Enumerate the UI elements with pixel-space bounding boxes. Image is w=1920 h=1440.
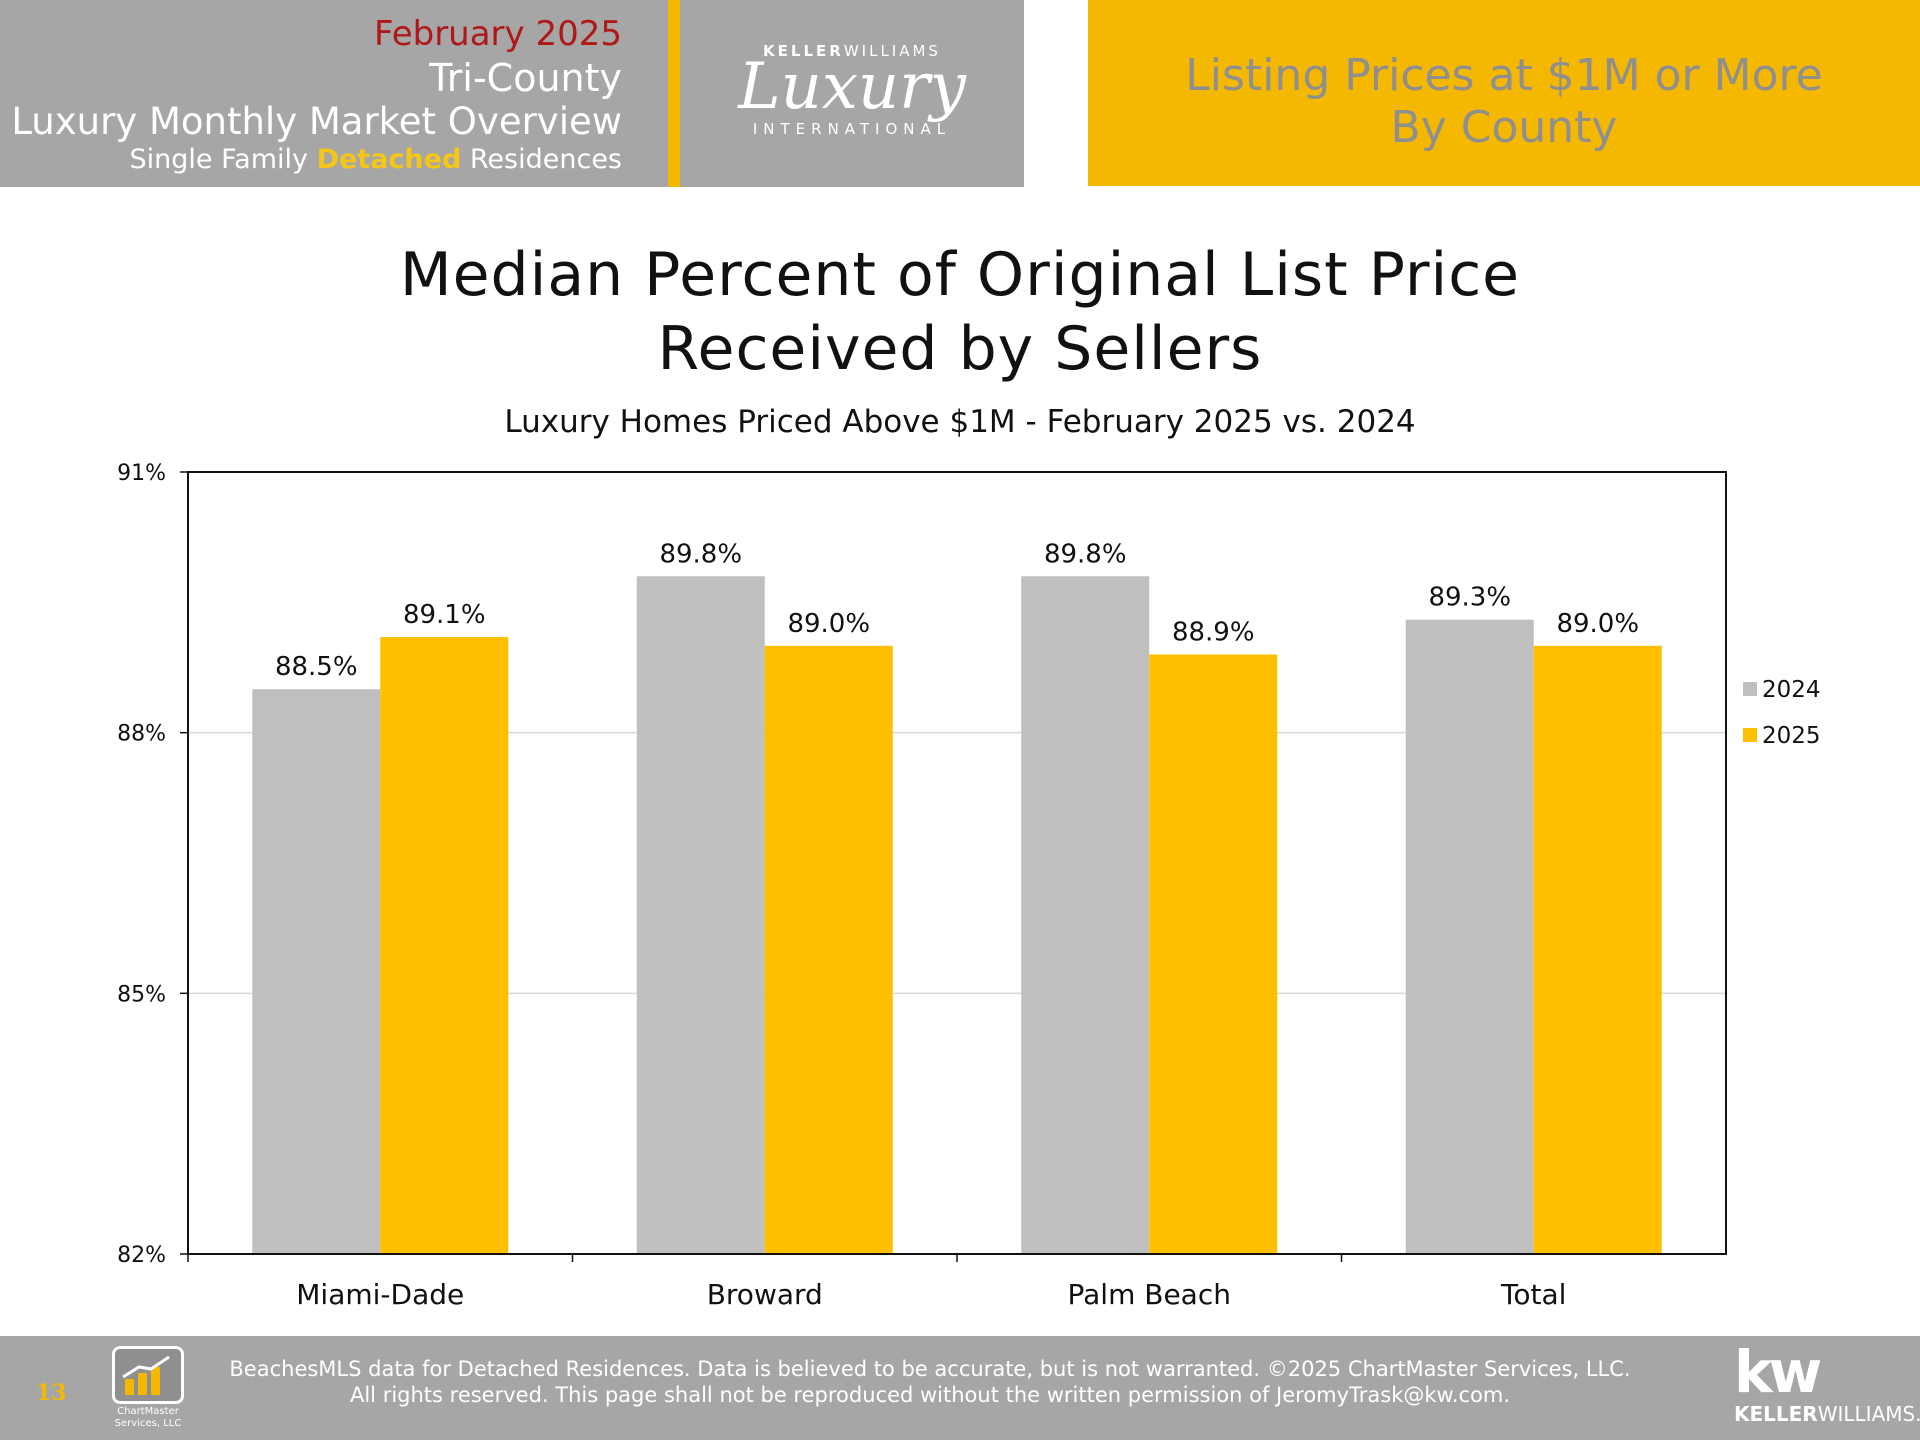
page-number: 13 [36,1380,67,1406]
report-subtitle: Single Family Detached Residences [130,144,622,175]
report-title: Luxury Monthly Market Overview [11,100,622,143]
bar-2024 [252,689,381,1254]
data-label: 89.8% [659,539,742,569]
y-tick-label: 85% [117,982,166,1007]
footer-disclaimer: BeachesMLS data for Detached Residences.… [200,1356,1660,1408]
header-accent-bar [668,0,680,187]
legend-swatch-2025 [1743,728,1757,742]
logo-williams: WILLIAMS [843,42,941,60]
chartmaster-label-line1: ChartMaster [117,1406,179,1417]
kw-logo-mark: kw [1734,1338,1822,1406]
header-logo-panel [680,0,1024,187]
footer-disclaimer-line2: All rights reserved. This page shall not… [349,1383,1511,1407]
chartmaster-bars-icon [122,1355,170,1395]
data-label: 88.9% [1172,617,1255,647]
footer-bar [0,1336,1920,1440]
data-label: 89.0% [787,609,870,639]
chartmaster-logo-icon [112,1346,184,1404]
legend-label: 2024 [1762,677,1821,703]
y-tick-label: 82% [117,1243,166,1268]
header-right-panel [1088,0,1920,186]
report-subtitle-pre: Single Family [129,144,317,175]
x-tick-label: Total [1500,1278,1566,1311]
report-subtitle-post: Residences [461,144,622,175]
section-heading-line2: By County [1390,102,1618,153]
chart-subtitle: Luxury Homes Priced Above $1M - February… [504,404,1416,440]
y-tick-label: 88% [117,722,166,747]
x-tick-label: Palm Beach [1068,1278,1231,1311]
x-tick-label: Broward [707,1278,823,1311]
kw-luxury-logo-top: KELLERWILLIAMS [680,42,1024,60]
footer-disclaimer-line1: BeachesMLS data for Detached Residences.… [229,1357,1631,1381]
plot-frame [187,471,1727,1255]
kw-luxury-logo-script: Luxury [738,50,966,124]
bar-2025 [380,637,509,1254]
section-heading: Listing Prices at $1M or More By County [1088,50,1920,154]
bar-2025 [1533,645,1662,1254]
bar-chart: 88.5% 89.1% Miami-Dade 89.8% 89.0% Broward 89.… [117,461,1821,1311]
header-left-panel [0,0,668,187]
report-region: Tri-County [429,56,622,100]
report-month: February 2025 [374,14,622,54]
data-label: 89.8% [1044,539,1127,569]
chartmaster-label-line2: Services, LLC [114,1418,182,1429]
legend-swatch-2024 [1743,682,1757,696]
logo-keller: KELLER [763,42,844,60]
bar-2025 [764,645,893,1254]
bar-2025 [1149,654,1278,1254]
legend-label: 2025 [1762,723,1821,749]
bar-2024 [636,576,765,1254]
section-heading-line1: Listing Prices at $1M or More [1185,50,1823,101]
chartmaster-label: ChartMaster Services, LLC [100,1406,196,1430]
kw-luxury-logo-international: INTERNATIONAL [752,120,952,138]
kw-name-williams: WILLIAMS. [1817,1402,1920,1426]
kw-name-keller: KELLER [1734,1402,1818,1426]
chart-title-line2: Received by Sellers [657,314,1263,384]
data-label: 88.5% [275,652,358,682]
data-label: 89.0% [1556,609,1639,639]
bar-2024 [1021,576,1150,1254]
bar-2024 [1405,619,1534,1254]
x-tick-label: Miami-Dade [296,1278,464,1311]
data-label: 89.3% [1428,583,1511,613]
kw-logo-name: KELLERWILLIAMS. [1734,1402,1920,1426]
chart-title: Median Percent of Original List Price Re… [0,238,1920,386]
report-subtitle-highlight: Detached [316,144,462,175]
y-tick-label: 91% [117,461,166,486]
data-label: 89.1% [403,600,486,630]
chart-title-line1: Median Percent of Original List Price [399,240,1521,310]
